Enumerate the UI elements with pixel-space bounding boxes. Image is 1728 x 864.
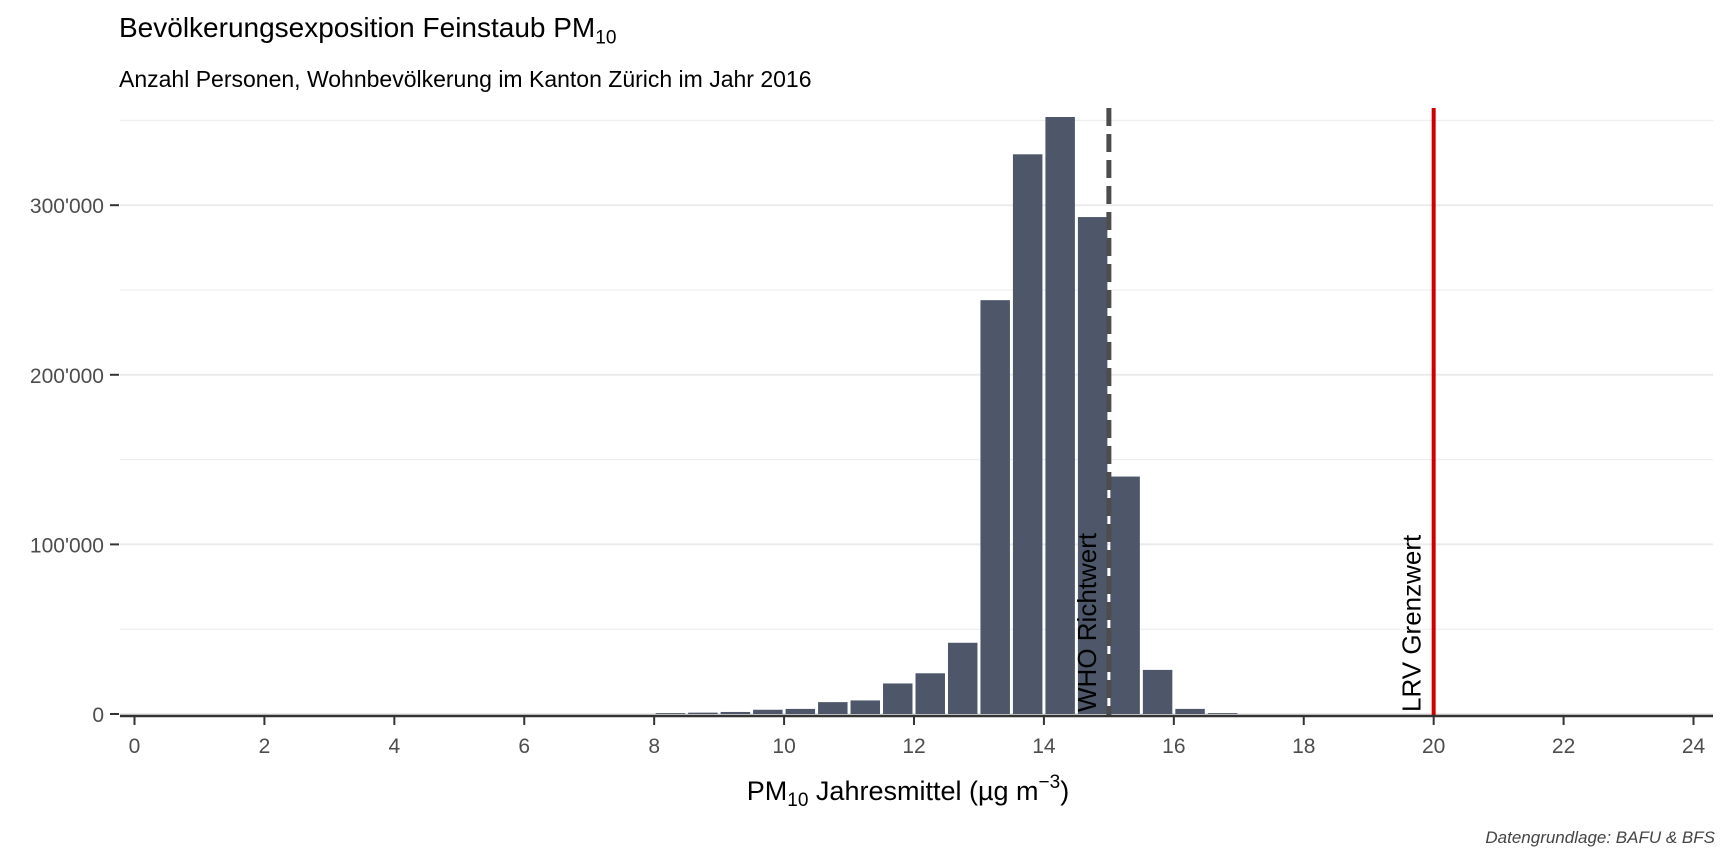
x-tick-label: 8 [648,735,660,758]
y-tick-label: 300'000 [30,195,104,218]
histogram-bar [1110,476,1140,714]
lrv-reference-label: LRV Grenzwert [1397,534,1427,712]
x-axis-label-main: Jahresmittel (µg m [808,776,1038,806]
who-reference-label: WHO Richtwert [1072,532,1102,712]
histogram-bar [1175,708,1205,714]
y-tick-label: 0 [92,704,104,727]
histogram-bars [655,117,1238,714]
x-tick-label: 24 [1682,735,1706,758]
histogram-bar [883,683,913,714]
histogram-bar [1077,217,1108,714]
x-tick-label: 16 [1162,735,1185,758]
histogram-bar [785,708,816,714]
grid-lines [120,119,1713,715]
x-tick-label: 14 [1032,735,1056,758]
x-tick-label: 4 [388,735,400,758]
histogram-bar [655,713,686,714]
x-tick-label: 18 [1292,735,1315,758]
y-tick-label: 100'000 [30,534,104,557]
histogram-bar [688,712,718,714]
histogram-bar [1142,669,1173,714]
x-axis-label-superscript: −3 [1039,772,1061,793]
source-caption: Datengrundlage: BAFU & BFS [1485,828,1715,847]
histogram-bar [818,702,848,714]
x-axis-label-subscript: 10 [787,790,808,811]
y-tick-label: 200'000 [30,365,104,388]
histogram-bar [1045,117,1075,714]
histogram-bar [753,709,783,714]
histogram-bar [947,642,978,714]
chart-title: Bevölkerungsexposition Feinstaub PM10 [119,12,616,50]
x-tick-label: 10 [772,735,795,758]
axes: 0 2 4 6 8 10 12 14 16 18 20 22 240100'000200'000300'… [30,195,1713,758]
x-tick-label: 6 [518,735,530,758]
reference-lines: WHO Richtwert LRV Grenzwert [1072,108,1436,716]
histogram-bar [915,673,945,714]
x-tick-label: 0 [129,735,141,758]
x-tick-label: 22 [1552,735,1575,758]
x-tick-label: 20 [1422,735,1445,758]
x-axis-label: PM10 Jahresmittel (µg m−3) [747,772,1069,811]
x-tick-label: 2 [259,735,271,758]
histogram-bar [720,711,751,714]
histogram-bar [850,700,881,714]
histogram-bar [1207,713,1238,714]
histogram-bar [1012,154,1043,714]
x-axis-label-pm: PM [747,776,788,806]
chart-title-text: Bevölkerungsexposition Feinstaub PM [119,12,596,43]
chart-subtitle: Anzahl Personen, Wohnbevölkerung im Kant… [119,66,812,92]
chart-title-subscript: 10 [595,27,617,49]
x-tick-label: 12 [902,735,925,758]
histogram-bar [980,300,1010,714]
x-axis-label-close: ) [1060,776,1069,806]
